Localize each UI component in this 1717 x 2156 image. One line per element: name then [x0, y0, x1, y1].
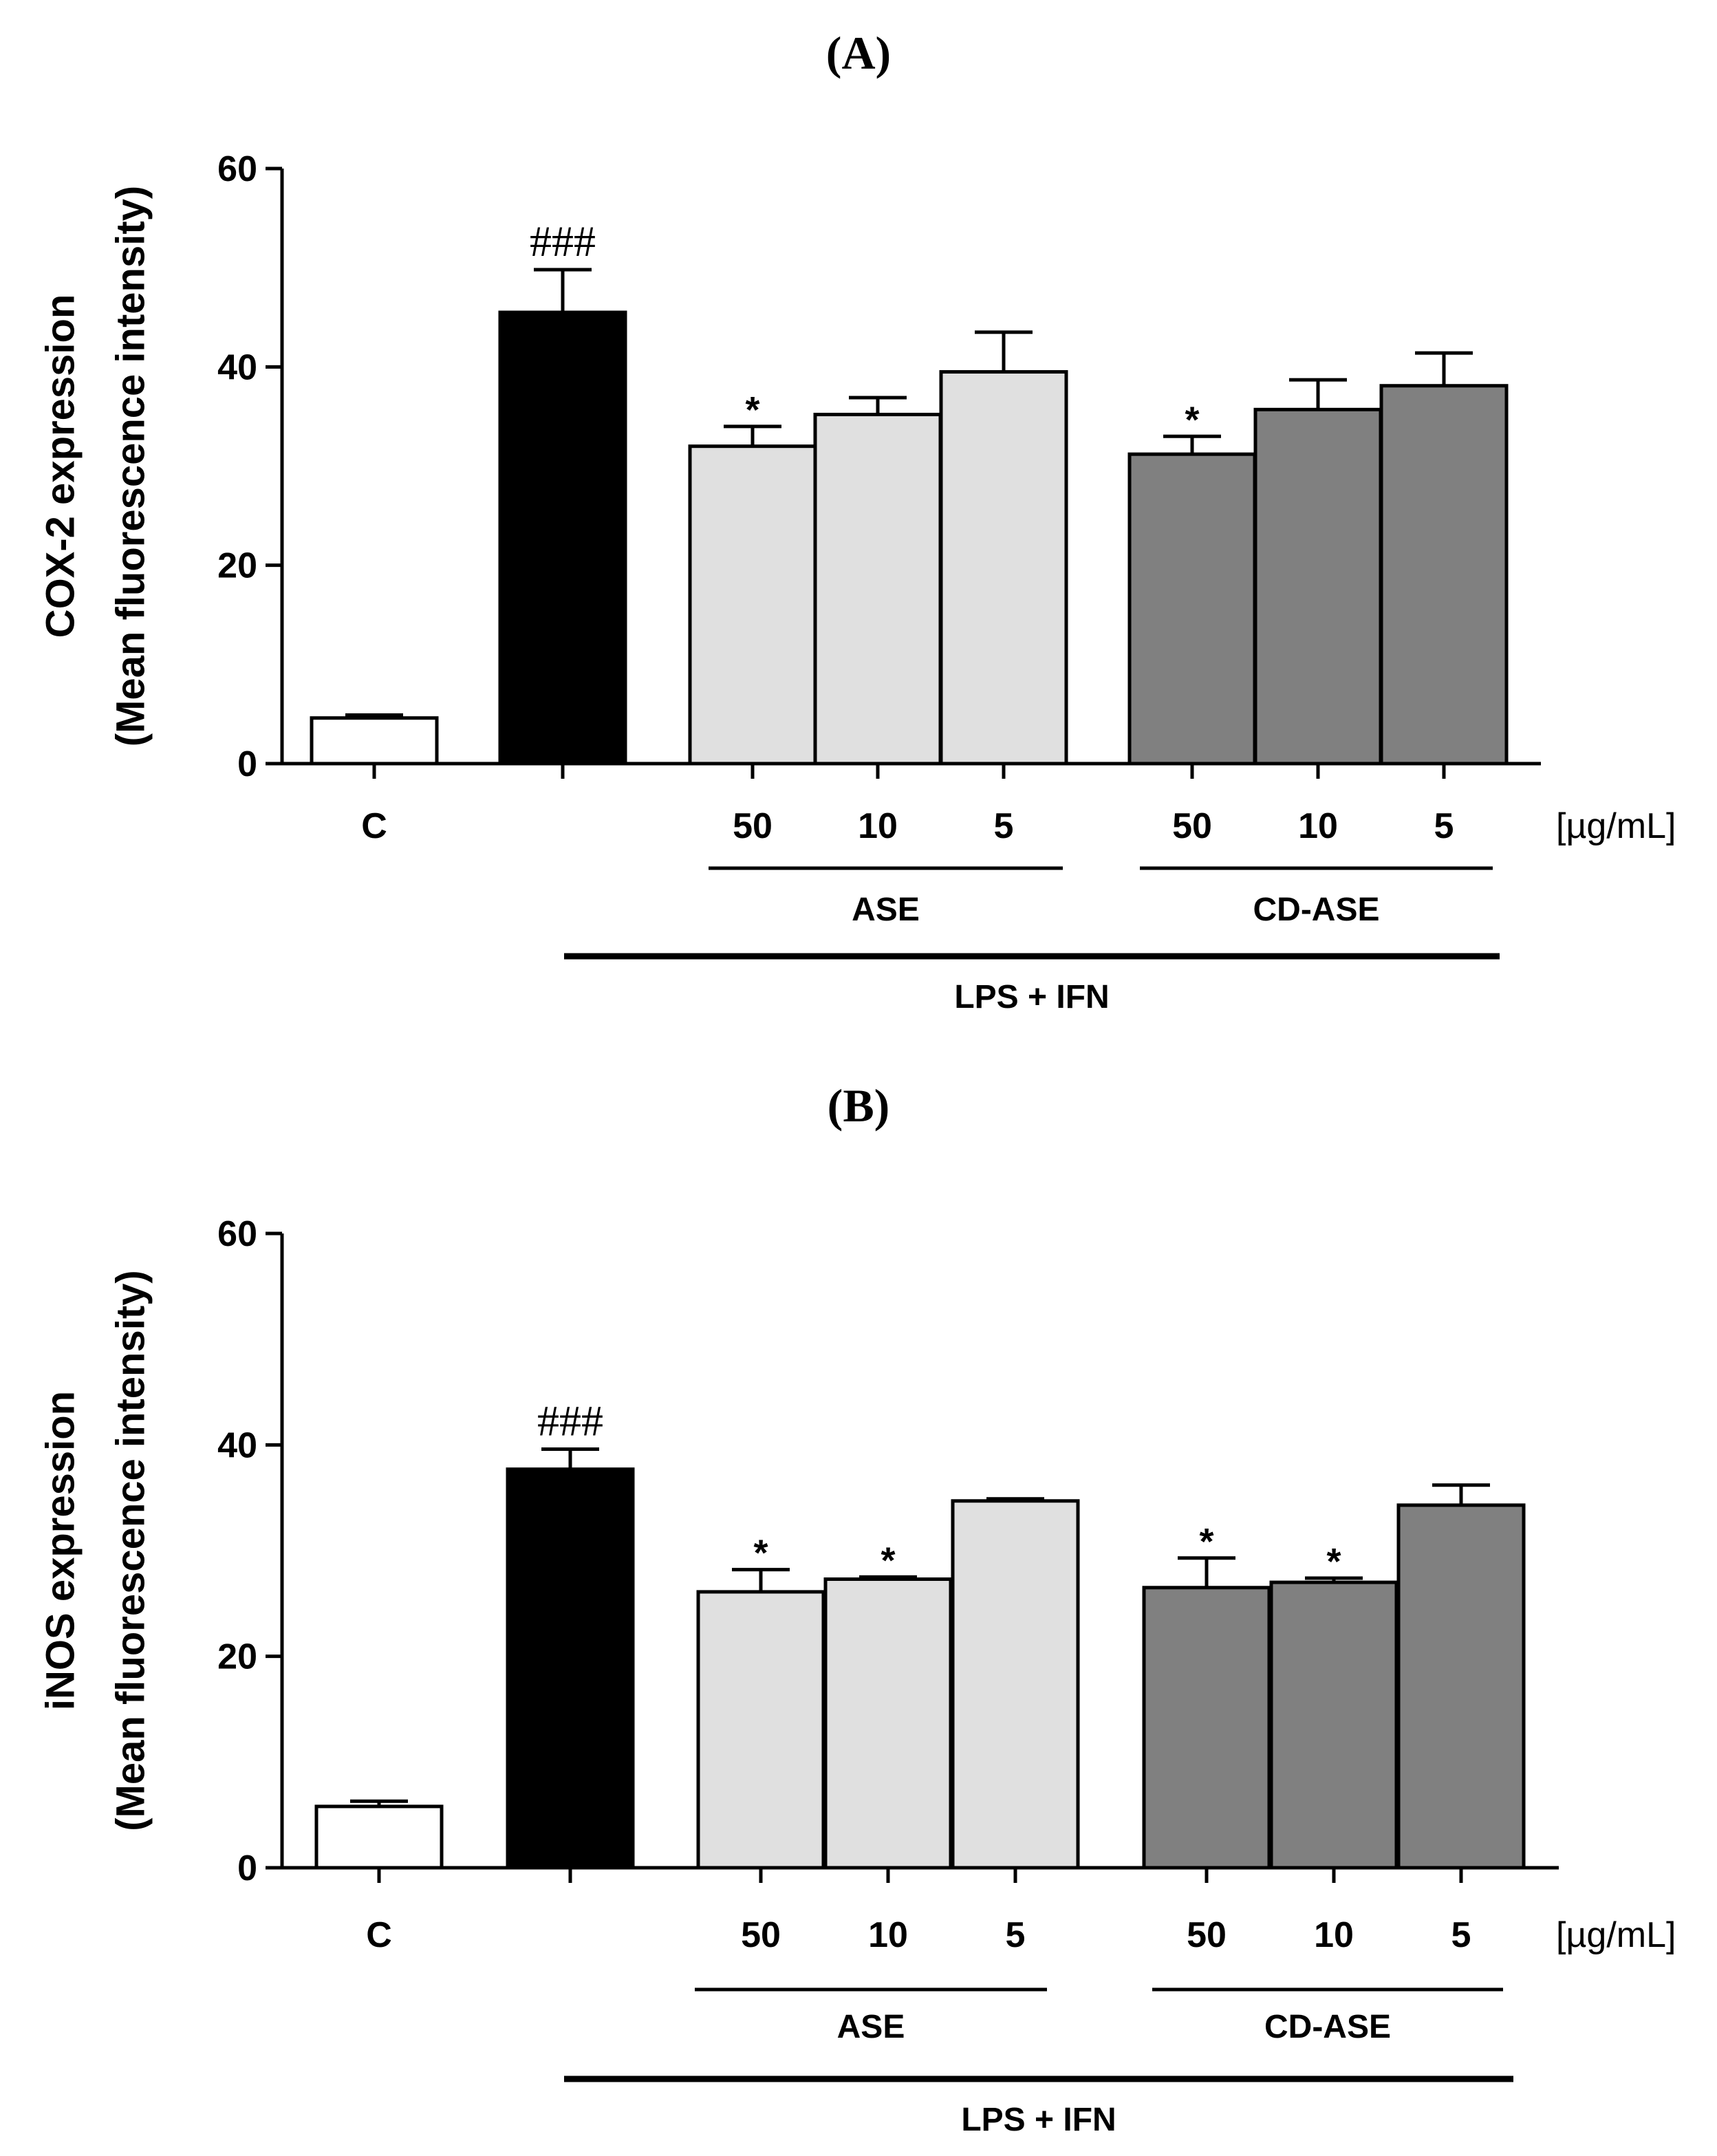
- x-tick-label: 50: [741, 1915, 781, 1955]
- unit-label: [µg/mL]: [1556, 806, 1676, 846]
- bar-lps: [506, 1467, 635, 1870]
- x-tick-label: 50: [733, 806, 773, 846]
- bar-ase: [823, 1577, 953, 1870]
- x-tick-label: 5: [1434, 806, 1454, 846]
- x-tick-label: 5: [994, 806, 1014, 846]
- x-tick-label: 50: [1187, 1915, 1227, 1955]
- y-tick-label: 60: [217, 1214, 257, 1254]
- treatment-group-label: LPS + IFN: [961, 2102, 1116, 2138]
- significance-star: *: [1185, 399, 1199, 440]
- significance-hash: ###: [537, 1396, 603, 1445]
- bar-cdase: [1379, 384, 1509, 766]
- significance-star: *: [1326, 1541, 1341, 1582]
- unit-label: [µg/mL]: [1556, 1915, 1676, 1955]
- bar-ase: [813, 413, 942, 766]
- cdase-group-label: CD-ASE: [1264, 2009, 1391, 2045]
- ase-group-label: ASE: [837, 2009, 905, 2045]
- bar-cdase: [1269, 1580, 1399, 1870]
- ase-group-label: ASE: [852, 892, 920, 928]
- chart-panel-a: (A) COX-2 expression (Mean fluorescence in…: [39, 27, 1676, 1015]
- chart-panel-b: (B) iNOS expression (Mean fluorescence int…: [39, 1079, 1676, 2138]
- significance-star: *: [1199, 1521, 1213, 1562]
- bar-cdase: [1127, 452, 1257, 766]
- bar-ase: [696, 1590, 825, 1870]
- panel-label: (B): [828, 1079, 890, 1132]
- x-tick-label: 10: [1314, 1915, 1354, 1955]
- significance-star: *: [745, 389, 759, 431]
- x-tick-label: 10: [868, 1915, 908, 1955]
- y-tick-label: 0: [237, 744, 257, 784]
- x-tick-label: 5: [1006, 1915, 1026, 1955]
- y-axis-label-line1: COX-2 expression: [39, 294, 83, 638]
- significance-star: *: [881, 1540, 895, 1581]
- significance-star: *: [753, 1533, 768, 1574]
- bar-cdase: [1253, 407, 1383, 766]
- bar-control: [314, 1804, 444, 1870]
- x-tick-label: 10: [858, 806, 898, 846]
- bar-ase: [951, 1499, 1080, 1870]
- x-tick-label: 5: [1451, 1915, 1471, 1955]
- bar-control: [310, 716, 439, 766]
- y-tick-label: 40: [217, 347, 257, 387]
- y-tick-label: 60: [217, 149, 257, 189]
- y-tick-label: 20: [217, 1637, 257, 1677]
- bar-ase: [939, 370, 1068, 766]
- cdase-group-label: CD-ASE: [1253, 892, 1379, 928]
- bar-ase: [688, 444, 817, 766]
- panel-label: (A): [826, 27, 891, 79]
- y-axis-label-line1: iNOS expression: [39, 1391, 83, 1710]
- bar-lps: [498, 310, 627, 766]
- y-axis-label-line2: (Mean fluorescence intensity): [109, 1270, 153, 1831]
- bar-cdase: [1396, 1503, 1526, 1870]
- x-tick-label: C: [361, 806, 387, 846]
- bar-cdase: [1142, 1586, 1271, 1870]
- y-axis-label-line2: (Mean fluorescence intensity): [109, 186, 153, 746]
- y-tick-label: 40: [217, 1425, 257, 1465]
- x-tick-label: C: [366, 1915, 392, 1955]
- significance-hash: ###: [530, 217, 596, 266]
- treatment-group-label: LPS + IFN: [954, 979, 1109, 1015]
- x-tick-label: 10: [1298, 806, 1338, 846]
- x-tick-label: 50: [1172, 806, 1212, 846]
- y-tick-label: 0: [237, 1848, 257, 1888]
- y-tick-label: 20: [217, 546, 257, 586]
